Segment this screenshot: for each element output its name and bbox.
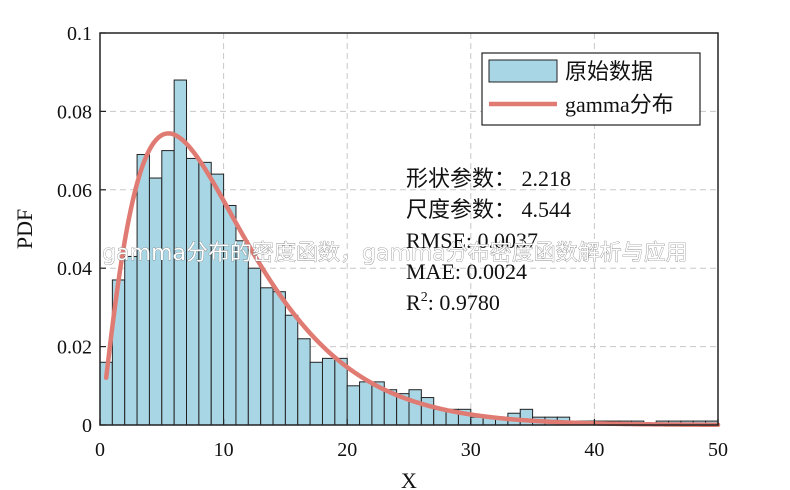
fit-stat-label: 形状参数：: [406, 166, 516, 191]
fit-stat-line: 尺度参数： 4.544: [406, 197, 571, 222]
histogram-bar: [161, 150, 175, 426]
gamma-curve: [103, 131, 721, 428]
histogram-bar: [210, 173, 225, 426]
y-tick-label: 0: [82, 415, 92, 437]
overlay-caption: gamma分布的密度函数，gamma分布密度函数解析与应用: [102, 241, 688, 266]
histogram-bar: [148, 177, 163, 426]
x-tick-label: 10: [214, 439, 234, 461]
x-tick-label: 20: [337, 439, 357, 461]
legend-label-histogram: 原始数据: [565, 59, 653, 84]
histogram-bar: [124, 255, 138, 426]
y-tick-label: 0.06: [57, 180, 92, 202]
y-tick-label: 0.04: [57, 258, 92, 280]
axis-ticks: 0 10 20 30 40 50 0 0.02 0.04 0.06 0.08 0.1: [57, 23, 728, 461]
legend-swatch-histogram: [488, 59, 558, 83]
fit-stat-label: MAE:: [406, 259, 467, 284]
histogram-bar: [359, 381, 373, 426]
plot-frame: [99, 32, 719, 426]
histogram-bar: [346, 385, 361, 426]
histogram-bar: [186, 157, 200, 426]
fit-stat-line: R2: 0.9780: [406, 290, 500, 315]
histogram-bar: [247, 267, 262, 426]
histogram-bar: [260, 287, 274, 426]
histogram-bar: [223, 204, 237, 426]
fit-stat-superscript: 2: [421, 290, 428, 305]
fit-stat-label: R: [406, 290, 421, 315]
x-tick-label: 0: [95, 439, 105, 461]
x-axis-label: X: [401, 468, 417, 490]
histogram-bar: [420, 397, 435, 426]
fit-stat-value: 4.544: [516, 197, 571, 222]
fit-stat-line: 形状参数： 2.218: [406, 166, 571, 191]
histogram-bar: [309, 361, 323, 426]
fit-stat-separator: :: [428, 290, 440, 315]
y-tick-label: 0.08: [57, 101, 92, 123]
fit-stat-value: 0.9780: [439, 290, 500, 315]
x-tick-label: 50: [708, 439, 728, 461]
histogram-bar: [297, 338, 311, 426]
histogram-bar: [235, 240, 249, 426]
histogram-bar: [272, 291, 286, 426]
y-tick-label: 0.1: [67, 23, 92, 45]
histogram-bar: [408, 389, 422, 426]
fit-stat-value: 0.0037: [478, 228, 539, 253]
fit-stat-value: 0.0024: [467, 259, 528, 284]
fit-stat-line: MAE: 0.0024: [406, 259, 527, 284]
legend-label-curve: gamma分布: [565, 92, 674, 117]
histogram-bar: [284, 314, 299, 426]
fit-stat-line: RMSE: 0.0037: [406, 228, 538, 253]
legend: 原始数据 gamma分布: [481, 52, 701, 126]
y-axis-label: PDF: [12, 209, 37, 249]
histogram-bar: [198, 161, 212, 426]
histogram-bar: [321, 357, 336, 426]
fit-stat-label: RMSE:: [406, 228, 478, 253]
fit-stat-value: 2.218: [516, 166, 571, 191]
fit-stat-label: 尺度参数：: [406, 197, 516, 222]
y-tick-label: 0.02: [57, 337, 92, 359]
x-tick-label: 40: [584, 439, 604, 461]
histogram-bar: [136, 154, 150, 426]
x-tick-label: 30: [461, 439, 481, 461]
histogram-bar: [470, 416, 484, 426]
